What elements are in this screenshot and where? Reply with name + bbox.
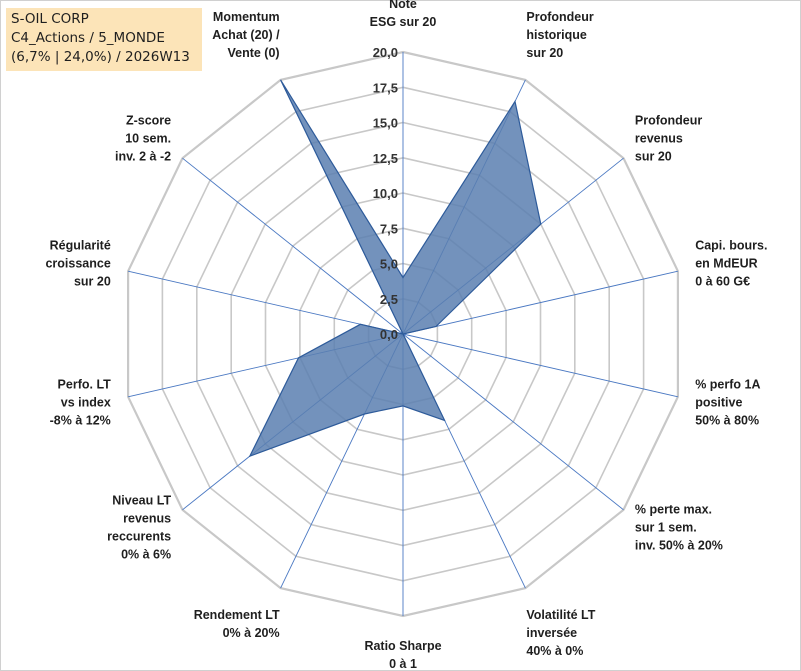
- axis-label-8-line-1: 0% à 20%: [223, 626, 280, 640]
- axis-label-3: Capi. bours. en MdEUR 0 à 60 G€: [695, 239, 767, 289]
- axis-label-0: Note ESG sur 20: [370, 0, 437, 29]
- spoke-4: [402, 333, 679, 398]
- series-area-0: [248, 79, 542, 458]
- axis-label-11-line-2: sur 20: [74, 275, 111, 289]
- spoke-5: [402, 333, 624, 511]
- radar-series: [248, 79, 542, 458]
- axis-label-7-line-0: Ratio Sharpe: [364, 639, 441, 653]
- axis-label-2: Profondeur revenus sur 20: [635, 114, 702, 164]
- axis-label-12-line-2: inv. 2 à -2: [115, 150, 171, 164]
- axis-label-4-line-2: 50% à 80%: [695, 413, 759, 427]
- axis-label-1-line-2: sur 20: [526, 46, 563, 60]
- tick-label-5: 12,5: [373, 151, 398, 166]
- axis-label-9-line-0: Niveau LT: [112, 494, 171, 508]
- tick-label-2: 5,0: [380, 257, 398, 272]
- axis-label-5: % perte max. sur 1 sem. inv. 50% à 20%: [635, 503, 723, 553]
- axis-label-11: Régularité croissance sur 20: [45, 239, 110, 289]
- axis-label-9: Niveau LT revenus reccurents 0% à 6%: [107, 494, 171, 562]
- spoke-3: [402, 270, 679, 335]
- axis-label-2-line-1: revenus: [635, 132, 683, 146]
- axis-label-13: Momentum Achat (20) / Vente (0): [212, 10, 280, 60]
- axis-label-13-line-1: Achat (20) /: [212, 28, 280, 42]
- tick-label-1: 2,5: [380, 292, 398, 307]
- axis-label-4-line-0: % perfo 1A: [695, 377, 760, 391]
- axis-label-12: Z-score 10 sem. inv. 2 à -2: [115, 114, 171, 164]
- axis-label-10-line-0: Perfo. LT: [58, 377, 112, 391]
- spoke-12: [182, 157, 404, 335]
- axis-label-7: Ratio Sharpe 0 à 1: [364, 639, 441, 671]
- axis-label-3-line-1: en MdEUR: [695, 257, 758, 271]
- axis-label-10-line-1: vs index: [61, 395, 111, 409]
- axis-label-6-line-1: inversée: [526, 626, 577, 640]
- axis-label-9-line-1: revenus: [123, 512, 171, 526]
- axis-label-4: % perfo 1A positive 50% à 80%: [695, 377, 760, 427]
- axis-label-3-line-2: 0 à 60 G€: [695, 275, 750, 289]
- axis-label-4-line-1: positive: [695, 395, 742, 409]
- axis-label-11-line-0: Régularité: [50, 239, 111, 253]
- radial-tick-labels: 0,0 2,5 5,0 7,5 10,0 12,5 15,0 17,5 20,0: [373, 45, 398, 342]
- axis-label-6-line-0: Volatilité LT: [526, 608, 595, 622]
- axis-label-10: Perfo. LT vs index -8% à 12%: [50, 377, 112, 427]
- axis-label-12-line-0: Z-score: [126, 114, 171, 128]
- axis-label-3-line-0: Capi. bours.: [695, 239, 767, 253]
- category-labels: Note ESG sur 20 Profondeur historique sur 20…: [45, 0, 767, 671]
- tick-label-4: 10,0: [373, 186, 398, 201]
- axis-label-9-line-3: 0% à 6%: [121, 548, 171, 562]
- axis-label-7-line-1: 0 à 1: [389, 657, 417, 671]
- period-label: (6,7% | 24,0%) / 2026W13: [11, 49, 190, 65]
- tick-label-8: 20,0: [373, 45, 398, 60]
- tick-label-0: 0,0: [380, 327, 398, 342]
- axis-label-2-line-0: Profondeur: [635, 114, 702, 128]
- axis-label-6-line-2: 40% à 0%: [526, 644, 583, 658]
- axis-label-2-line-2: sur 20: [635, 150, 672, 164]
- axis-label-10-line-2: -8% à 12%: [50, 413, 111, 427]
- axis-label-1-line-1: historique: [526, 28, 586, 42]
- axis-label-0-line-0: Note: [389, 0, 417, 11]
- axis-label-5-line-2: inv. 50% à 20%: [635, 539, 723, 553]
- portfolio-name: C4_Actions / 5_MONDE: [11, 30, 165, 46]
- axis-label-0-line-1: ESG sur 20: [370, 15, 437, 29]
- spoke-11: [127, 270, 404, 335]
- company-name: S-OIL CORP: [11, 11, 89, 27]
- axis-label-9-line-2: reccurents: [107, 530, 171, 544]
- tick-label-7: 17,5: [373, 80, 398, 95]
- axis-label-8-line-0: Rendement LT: [194, 608, 280, 622]
- axis-label-1-line-0: Profondeur: [526, 10, 593, 24]
- axis-label-6: Volatilité LT inversée 40% à 0%: [526, 608, 595, 658]
- tick-label-3: 7,5: [380, 221, 398, 236]
- axis-label-5-line-0: % perte max.: [635, 503, 712, 517]
- axis-label-8: Rendement LT 0% à 20%: [194, 608, 280, 640]
- axis-label-13-line-2: Vente (0): [227, 46, 279, 60]
- axis-label-5-line-1: sur 1 sem.: [635, 521, 697, 535]
- tick-label-6: 15,0: [373, 116, 398, 131]
- axis-label-1: Profondeur historique sur 20: [526, 10, 593, 60]
- axis-label-12-line-1: 10 sem.: [125, 132, 171, 146]
- axis-label-11-line-1: croissance: [45, 257, 110, 271]
- chart-title-box: S-OIL CORP C4_Actions / 5_MONDE (6,7% | …: [6, 8, 202, 71]
- axis-label-13-line-0: Momentum: [213, 10, 280, 24]
